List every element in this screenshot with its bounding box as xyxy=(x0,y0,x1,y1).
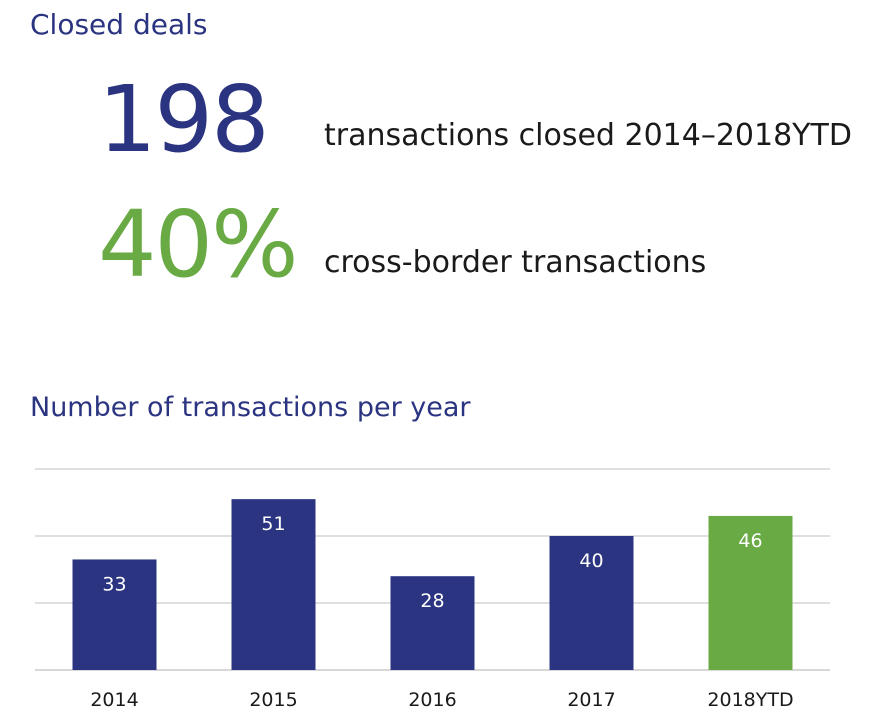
bar-2016 xyxy=(390,576,475,670)
bar-2017 xyxy=(549,536,634,670)
chart-x-axis: 2014 2015 2016 2017 2018YTD xyxy=(90,689,793,711)
bar-value-label: 51 xyxy=(261,513,285,535)
bar-value-label: 46 xyxy=(738,530,762,552)
stat-label: cross-border transactions xyxy=(324,245,707,280)
chart-title: Number of transactions per year xyxy=(30,392,471,423)
chart-value-labels: 33 51 28 40 46 xyxy=(102,513,762,612)
stat-value: 198 xyxy=(98,66,270,173)
bar-value-label: 33 xyxy=(102,573,126,595)
stat-label: transactions closed 2014–2018YTD xyxy=(324,118,852,153)
bar-2014 xyxy=(72,559,157,670)
bar-2018YTD xyxy=(708,515,793,670)
x-tick-label: 2018YTD xyxy=(707,689,793,711)
bar-value-label: 40 xyxy=(579,550,603,572)
chart-bars xyxy=(72,499,793,670)
stat-value: 40% xyxy=(98,191,298,298)
x-tick-label: 2014 xyxy=(90,689,138,711)
x-tick-label: 2017 xyxy=(567,689,615,711)
bar-2015 xyxy=(231,499,316,670)
bar-value-label: 28 xyxy=(420,590,444,612)
x-tick-label: 2015 xyxy=(249,689,297,711)
page-title: Closed deals xyxy=(30,8,208,41)
x-tick-label: 2016 xyxy=(408,689,456,711)
